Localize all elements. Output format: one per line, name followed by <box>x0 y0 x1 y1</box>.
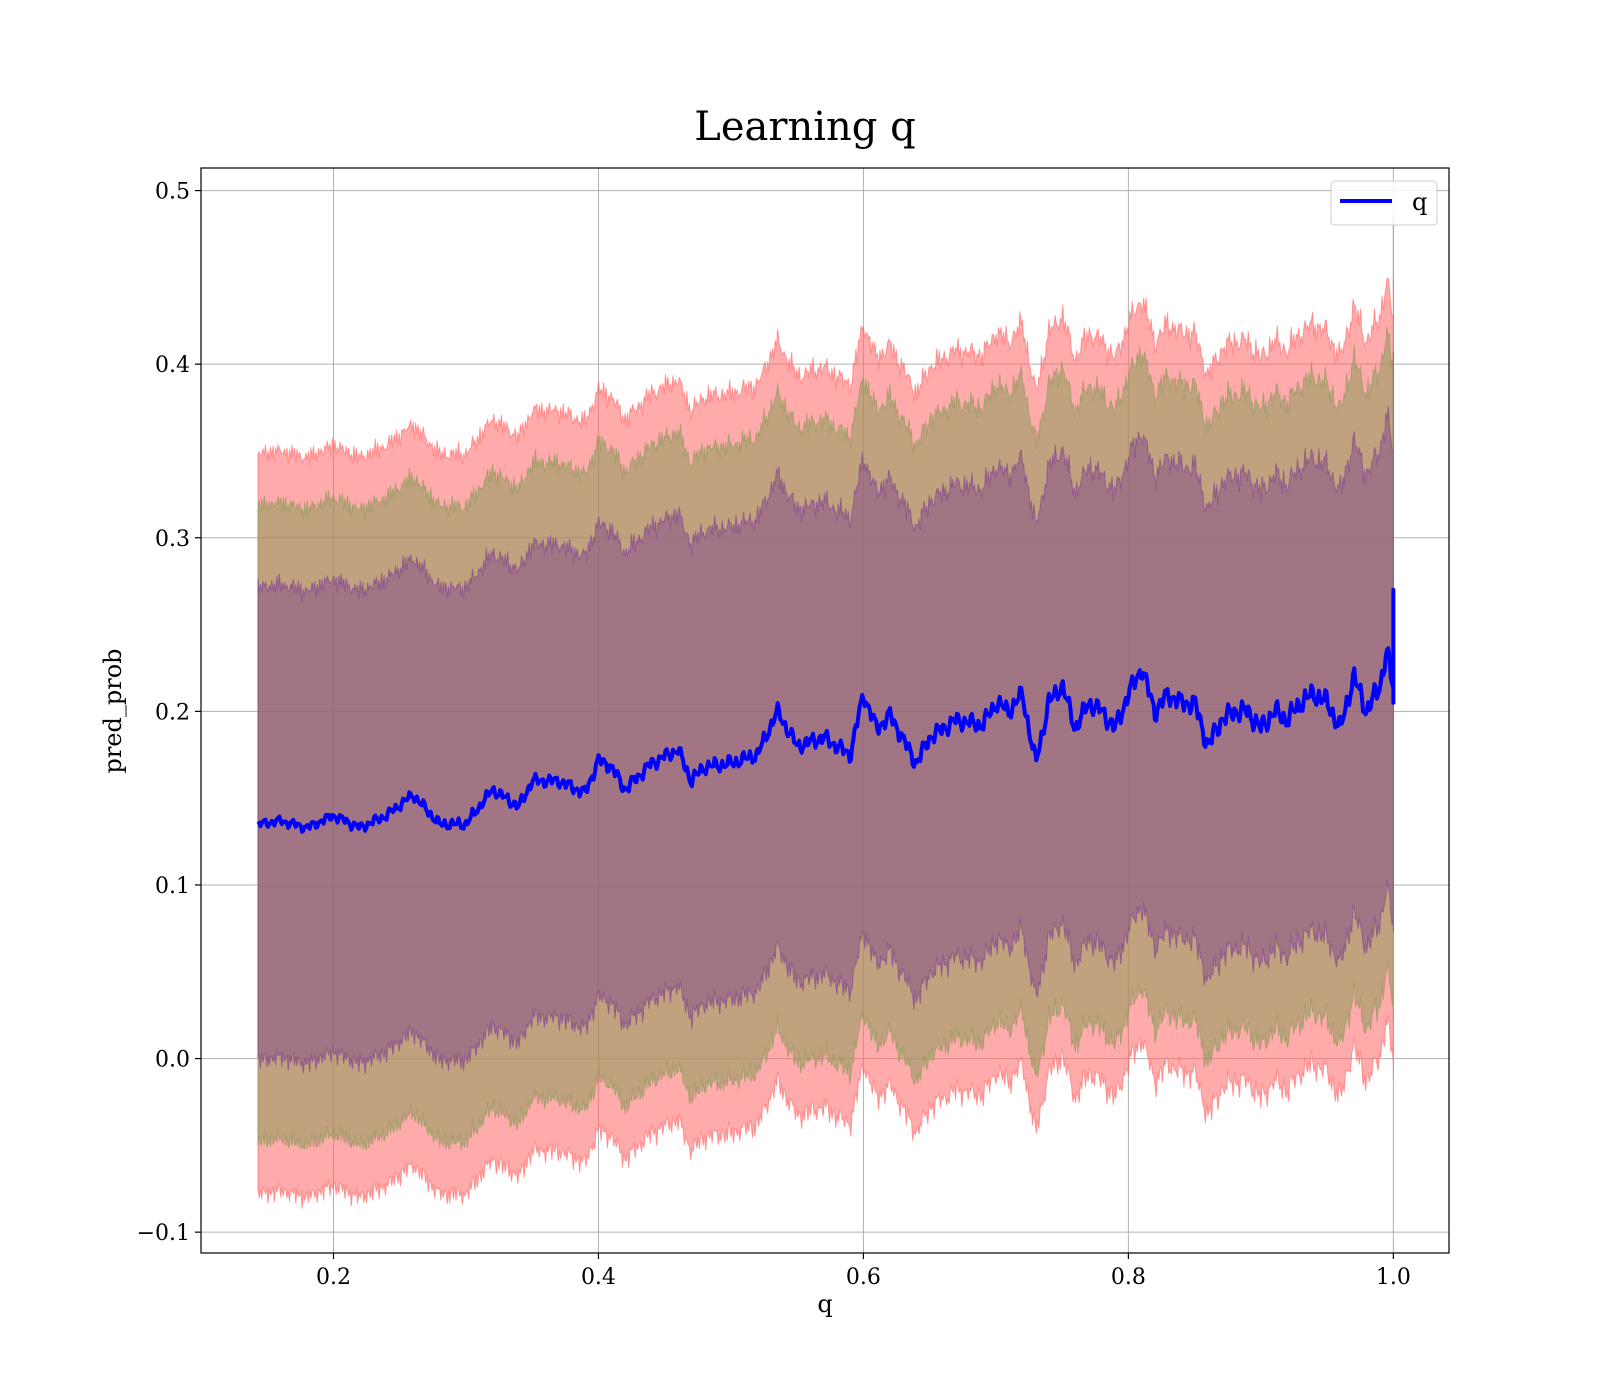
x-axis-label: q <box>817 1290 832 1318</box>
legend: q <box>1330 180 1438 226</box>
x-tick-label-4: 1.0 <box>1376 1265 1411 1290</box>
y-tick-label-3: 0.2 <box>155 700 190 725</box>
band-2 <box>257 351 1394 1074</box>
bands <box>257 215 1394 1209</box>
y-tick-label-2: 0.1 <box>155 874 190 899</box>
x-tick-label-0: 0.2 <box>316 1265 351 1290</box>
y-axis-label: pred_prob <box>99 648 127 773</box>
y-tick-label-5: 0.4 <box>155 353 190 378</box>
plot-frame <box>200 167 1450 1254</box>
x-tick-label-2: 0.6 <box>846 1265 881 1290</box>
series-lines <box>256 587 1396 834</box>
band-1 <box>257 278 1394 1150</box>
x-tick-label-1: 0.4 <box>581 1265 616 1290</box>
series-line-q <box>256 587 1396 834</box>
y-tick-label-1: 0.0 <box>155 1048 190 1073</box>
y-tick-label-6: 0.5 <box>155 180 190 205</box>
chart-title: Learning q <box>694 104 915 150</box>
axis-ticks: 0.2 0.4 0.6 0.8 1.0 −0.1 0.0 0.1 0.2 0.3 0.4 0.5 <box>137 180 1411 1290</box>
y-tick-label-4: 0.3 <box>155 527 190 552</box>
y-tick-label-0: −0.1 <box>137 1221 190 1246</box>
legend-label-q: q <box>1412 188 1427 216</box>
x-tick-label-3: 0.8 <box>1111 1265 1146 1290</box>
